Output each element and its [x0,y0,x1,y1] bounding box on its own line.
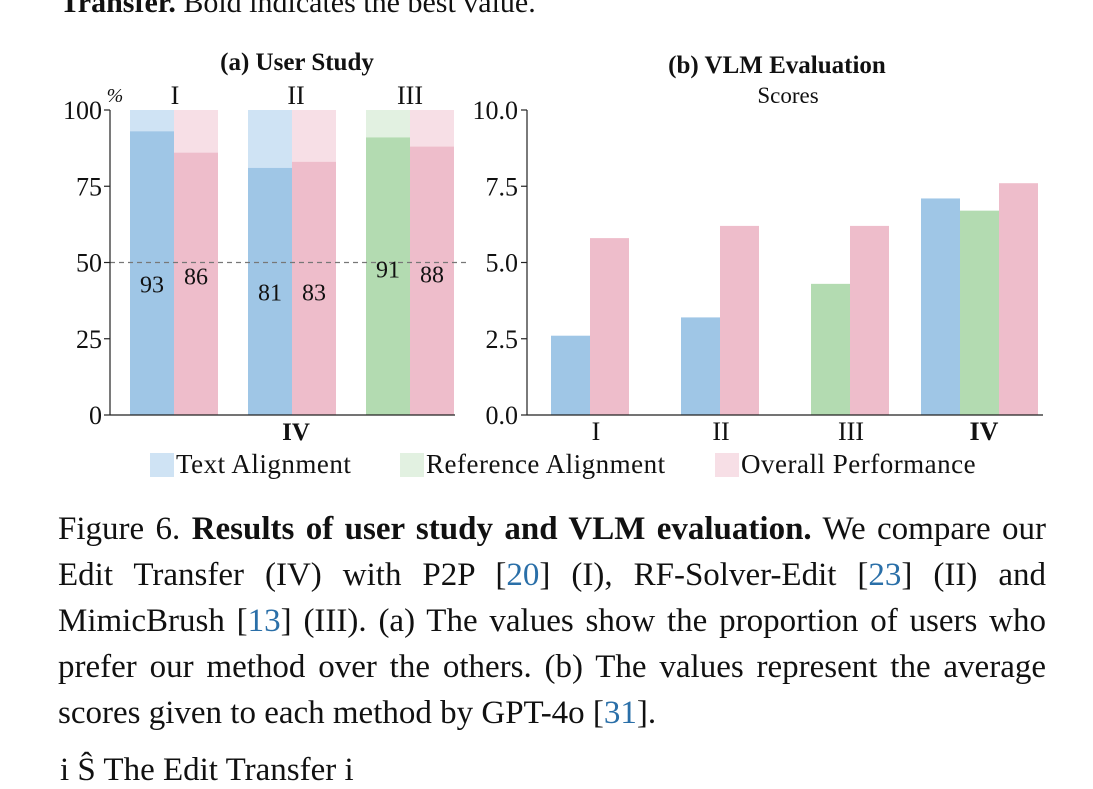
bar-value-label: 93 [140,273,164,299]
citation-link[interactable]: 31 [603,695,637,731]
category-label: IV [970,417,999,446]
citation-link[interactable]: 20 [506,557,540,593]
y-tick-label: 75 [76,172,102,201]
caption-text: ]. [636,695,657,731]
category-label: I [171,81,180,110]
chart-legend: Text Alignment Reference Alignment Overall… [150,449,1050,489]
category-label: III [397,81,423,110]
vlm-score-bar [720,225,759,415]
y-tick-label: 7.5 [486,172,519,201]
bar-value-label: 83 [302,281,326,307]
vlm-score-bar [811,283,850,415]
x-axis-label: IV [282,419,310,446]
y-tick-label: 5.0 [486,249,519,278]
y-tick-label: 10.0 [473,96,519,125]
caption-title: Results of user study and VLM evaluation… [191,511,812,547]
y-tick-label: 100 [63,96,102,125]
preceding-caption-fragment: Transfer. Bold indicates the best value. [60,0,536,20]
legend-item: Reference Alignment [400,449,666,480]
legend-label: Overall Performance [741,449,977,479]
caption-text: ] (III). (a) The values show the proport… [58,603,1046,731]
preceding-caption-bold: Transfer. [60,0,176,19]
legend-label: Reference Alignment [426,449,666,479]
legend-swatch [715,452,739,477]
user-study-bar [292,161,336,415]
category-label: I [592,417,601,446]
vlm-score-bar [551,335,590,415]
y-tick-label: 2.5 [486,325,519,354]
vlm-score-bar [590,238,629,415]
citation-link[interactable]: 13 [247,603,281,639]
bar-value-label: 81 [258,281,282,307]
legend-item: Text Alignment [150,449,351,480]
category-label: II [712,417,729,446]
vlm-score-bar [999,183,1038,415]
user-study-bar [174,152,218,415]
chart-title: (b) VLM Evaluation [668,52,886,79]
y-tick-label: 50 [76,249,102,278]
legend-swatch [150,452,174,477]
user-study-bar [410,146,454,415]
vlm-score-bar [921,198,960,415]
legend-item: Overall Performance [715,449,976,480]
chart-title: (a) User Study [220,49,374,76]
category-label: III [838,417,864,446]
vlm-score-bar [681,317,720,415]
preceding-caption-text: Bold indicates the best value. [175,0,536,19]
figure-label: Figure 6. [58,511,192,547]
figure-caption: Figure 6. Results of user study and VLM … [58,506,1046,736]
y-tick-label: 25 [76,325,102,354]
unit-label: % [107,85,124,107]
user-study-bar [248,167,292,415]
bar-value-label: 91 [376,258,400,284]
vlm-score-bar [850,225,889,415]
chart-subtitle: Scores [757,83,818,108]
user-study-bar [130,131,174,415]
user-study-bar [366,137,410,415]
citation-link[interactable]: 23 [868,557,902,593]
legend-swatch [400,452,424,477]
vlm-score-bar [960,210,999,415]
bar-value-label: 88 [420,263,444,289]
y-tick-label: 0.0 [486,401,519,430]
caption-text: ] (I), RF-Solver-Edit [ [539,557,869,593]
bar-value-label: 86 [184,265,208,291]
caption-text: We compare our Edit Transfer (IV) with P… [58,511,1046,593]
y-tick-label: 0 [89,401,102,430]
caption-text: ] (II) and MimicBrush [ [58,557,1046,639]
legend-label: Text Alignment [176,449,352,479]
following-text-fragment: i Ŝ The Edit Transfer i [60,752,354,788]
category-label: II [287,81,304,110]
